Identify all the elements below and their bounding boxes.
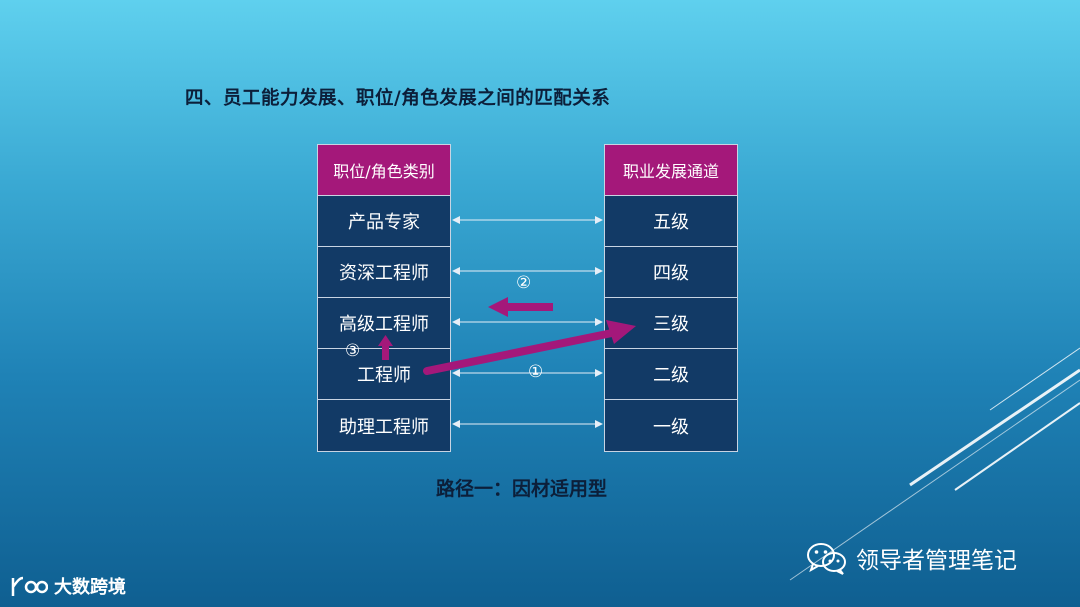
level-item-5: 五级 xyxy=(605,196,737,247)
level-item-3: 三级 xyxy=(605,298,737,349)
path-caption: 路径一：因材适用型 xyxy=(436,478,608,500)
level-item-2: 二级 xyxy=(605,349,737,400)
role-item-advanced-engineer: 高级工程师 xyxy=(318,298,450,349)
role-item-senior-engineer: 资深工程师 xyxy=(318,247,450,298)
logo-text: 大数跨境 xyxy=(54,577,126,598)
marker-three: ③ xyxy=(345,341,361,361)
level-item-1: 一级 xyxy=(605,400,737,451)
wechat-watermark: 领导者管理笔记 xyxy=(806,540,1017,576)
slide-title: 四、员工能力发展、职位/角色发展之间的匹配关系 xyxy=(185,88,611,109)
role-item-assistant-engineer: 助理工程师 xyxy=(318,400,450,451)
level-item-4: 四级 xyxy=(605,247,737,298)
path-arrow-2 xyxy=(488,297,553,317)
career-channel-header: 职业发展通道 xyxy=(605,145,737,196)
role-category-header: 职位/角色类别 xyxy=(318,145,450,196)
role-category-column: 职位/角色类别 产品专家 资深工程师 高级工程师 工程师 助理工程师 xyxy=(317,144,451,452)
wechat-account-name: 领导者管理笔记 xyxy=(856,548,1017,574)
marker-two: ② xyxy=(516,273,532,293)
path-arrow-1 xyxy=(423,320,636,375)
logo-100-icon xyxy=(11,576,48,596)
career-channel-column: 职业发展通道 五级 四级 三级 二级 一级 xyxy=(604,144,738,452)
brand-logo: 大数跨境 xyxy=(10,573,126,599)
wechat-icon xyxy=(807,543,846,575)
role-item-product-expert: 产品专家 xyxy=(318,196,450,247)
marker-one: ① xyxy=(528,362,544,382)
path-arrow-3 xyxy=(378,335,393,360)
